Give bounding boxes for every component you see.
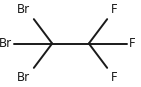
Text: Br: Br [0, 37, 12, 50]
Text: Br: Br [17, 3, 30, 16]
Text: Br: Br [17, 71, 30, 84]
Text: F: F [111, 3, 117, 16]
Text: F: F [129, 37, 136, 50]
Text: F: F [111, 71, 117, 84]
